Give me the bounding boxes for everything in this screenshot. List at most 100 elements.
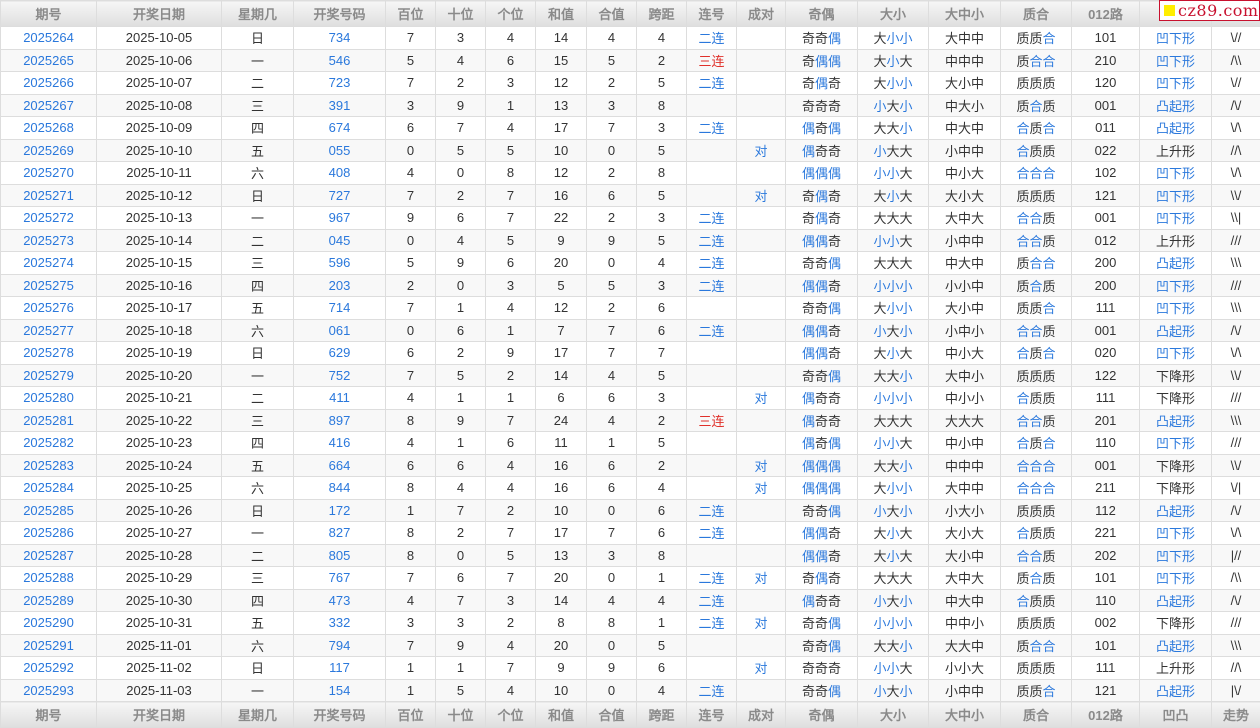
cell-draw-number[interactable]: 203 (294, 274, 386, 297)
column-header-big-mid-small[interactable]: 大中小 (929, 1, 1001, 27)
cell-issue[interactable]: 2025292 (1, 657, 97, 680)
cell-issue[interactable]: 2025265 (1, 49, 97, 72)
column-header-big-small[interactable]: 大小 (858, 1, 929, 27)
cell-draw-number[interactable]: 767 (294, 567, 386, 590)
cell-draw-number[interactable]: 154 (294, 679, 386, 702)
cell-draw-number[interactable]: 055 (294, 139, 386, 162)
cell-draw-number[interactable]: 596 (294, 252, 386, 275)
column-header-prime-composite[interactable]: 质合 (1001, 702, 1072, 728)
site-logo[interactable]: cz89.com (1159, 0, 1260, 21)
column-header-span[interactable]: 跨距 (637, 1, 687, 27)
column-header-draw-number[interactable]: 开奖号码 (294, 702, 386, 728)
column-header-consecutive[interactable]: 连号 (687, 1, 737, 27)
cell-draw-number[interactable]: 473 (294, 589, 386, 612)
column-header-weekday[interactable]: 星期几 (222, 702, 294, 728)
column-header-sum-mod[interactable]: 合值 (587, 702, 637, 728)
cell-draw-number[interactable]: 172 (294, 499, 386, 522)
cell-issue[interactable]: 2025282 (1, 432, 97, 455)
column-header-road-012[interactable]: 012路 (1072, 702, 1140, 728)
cell-sum-mod: 7 (587, 522, 637, 545)
cell-issue[interactable]: 2025286 (1, 522, 97, 545)
cell-issue[interactable]: 2025275 (1, 274, 97, 297)
cell-issue[interactable]: 2025279 (1, 364, 97, 387)
column-header-big-mid-small[interactable]: 大中小 (929, 702, 1001, 728)
cell-issue[interactable]: 2025272 (1, 207, 97, 230)
cell-issue[interactable]: 2025284 (1, 477, 97, 500)
cell-issue[interactable]: 2025268 (1, 117, 97, 140)
column-header-draw-date[interactable]: 开奖日期 (97, 702, 222, 728)
cell-issue[interactable]: 2025280 (1, 387, 97, 410)
column-header-draw-number[interactable]: 开奖号码 (294, 1, 386, 27)
cell-draw-number[interactable]: 546 (294, 49, 386, 72)
column-header-consecutive[interactable]: 连号 (687, 702, 737, 728)
cell-issue[interactable]: 2025269 (1, 139, 97, 162)
cell-issue[interactable]: 2025283 (1, 454, 97, 477)
cell-draw-number[interactable]: 664 (294, 454, 386, 477)
column-header-draw-date[interactable]: 开奖日期 (97, 1, 222, 27)
column-header-road-012[interactable]: 012路 (1072, 1, 1140, 27)
column-header-span[interactable]: 跨距 (637, 702, 687, 728)
cell-issue[interactable]: 2025267 (1, 94, 97, 117)
column-header-shape[interactable]: 凹凸 (1140, 702, 1212, 728)
column-header-hundreds[interactable]: 百位 (386, 1, 436, 27)
cell-issue[interactable]: 2025291 (1, 634, 97, 657)
column-header-trend[interactable]: 走势 (1212, 702, 1260, 728)
cell-draw-number[interactable]: 734 (294, 27, 386, 50)
cell-draw-number[interactable]: 629 (294, 342, 386, 365)
cell-draw-number[interactable]: 117 (294, 657, 386, 680)
cell-issue[interactable]: 2025277 (1, 319, 97, 342)
column-header-units[interactable]: 个位 (486, 1, 536, 27)
cell-issue[interactable]: 2025276 (1, 297, 97, 320)
cell-draw-number[interactable]: 411 (294, 387, 386, 410)
cell-draw-number[interactable]: 752 (294, 364, 386, 387)
cell-units: 4 (486, 679, 536, 702)
column-header-weekday[interactable]: 星期几 (222, 1, 294, 27)
cell-issue[interactable]: 2025281 (1, 409, 97, 432)
column-header-odd-even[interactable]: 奇偶 (786, 1, 858, 27)
column-header-tens[interactable]: 十位 (436, 702, 486, 728)
column-header-issue[interactable]: 期号 (1, 702, 97, 728)
column-header-odd-even[interactable]: 奇偶 (786, 702, 858, 728)
column-header-tens[interactable]: 十位 (436, 1, 486, 27)
cell-draw-number[interactable]: 416 (294, 432, 386, 455)
cell-draw-number[interactable]: 827 (294, 522, 386, 545)
cell-issue[interactable]: 2025285 (1, 499, 97, 522)
cell-draw-number[interactable]: 045 (294, 229, 386, 252)
column-header-sum[interactable]: 和值 (536, 702, 587, 728)
cell-draw-number[interactable]: 897 (294, 409, 386, 432)
cell-issue[interactable]: 2025293 (1, 679, 97, 702)
column-header-pair[interactable]: 成对 (737, 1, 786, 27)
cell-issue[interactable]: 2025278 (1, 342, 97, 365)
cell-issue[interactable]: 2025264 (1, 27, 97, 50)
column-header-big-small[interactable]: 大小 (858, 702, 929, 728)
column-header-prime-composite[interactable]: 质合 (1001, 1, 1072, 27)
cell-draw-number[interactable]: 408 (294, 162, 386, 185)
cell-issue[interactable]: 2025271 (1, 184, 97, 207)
cell-issue[interactable]: 2025287 (1, 544, 97, 567)
column-header-issue[interactable]: 期号 (1, 1, 97, 27)
cell-text-prime-composite: 合合合 (1016, 163, 1055, 182)
column-header-units[interactable]: 个位 (486, 702, 536, 728)
cell-issue[interactable]: 2025273 (1, 229, 97, 252)
cell-issue[interactable]: 2025288 (1, 567, 97, 590)
column-header-sum-mod[interactable]: 合值 (587, 1, 637, 27)
cell-draw-number[interactable]: 727 (294, 184, 386, 207)
cell-issue[interactable]: 2025266 (1, 72, 97, 95)
cell-draw-number[interactable]: 714 (294, 297, 386, 320)
column-header-sum[interactable]: 和值 (536, 1, 587, 27)
cell-draw-number[interactable]: 674 (294, 117, 386, 140)
cell-draw-number[interactable]: 061 (294, 319, 386, 342)
cell-draw-number[interactable]: 332 (294, 612, 386, 635)
cell-issue[interactable]: 2025270 (1, 162, 97, 185)
cell-issue[interactable]: 2025289 (1, 589, 97, 612)
column-header-hundreds[interactable]: 百位 (386, 702, 436, 728)
cell-draw-number[interactable]: 844 (294, 477, 386, 500)
cell-draw-number[interactable]: 391 (294, 94, 386, 117)
cell-draw-number[interactable]: 967 (294, 207, 386, 230)
cell-draw-number[interactable]: 794 (294, 634, 386, 657)
cell-issue[interactable]: 2025290 (1, 612, 97, 635)
column-header-pair[interactable]: 成对 (737, 702, 786, 728)
cell-draw-number[interactable]: 723 (294, 72, 386, 95)
cell-issue[interactable]: 2025274 (1, 252, 97, 275)
cell-draw-number[interactable]: 805 (294, 544, 386, 567)
